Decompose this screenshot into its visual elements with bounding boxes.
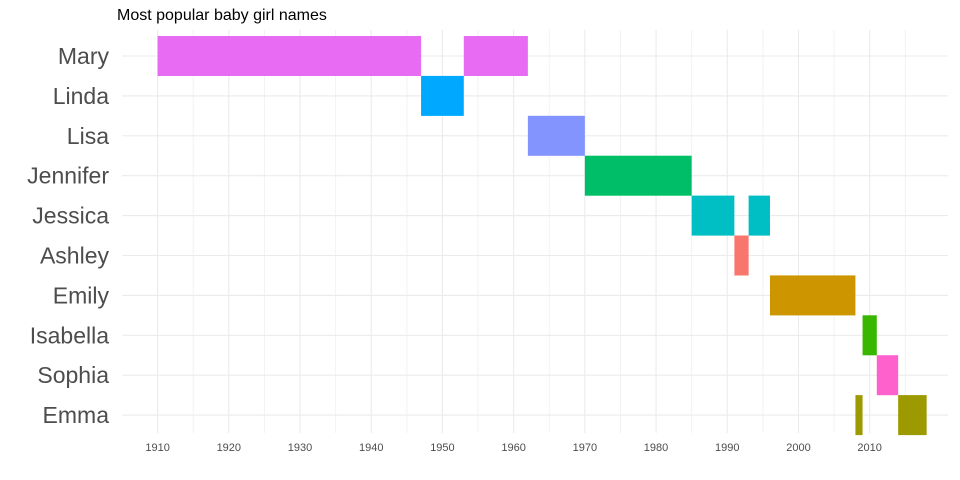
y-axis-label: Linda: [53, 83, 109, 109]
x-axis-tick-label: 2000: [786, 442, 810, 454]
x-axis-tick-label: 2010: [857, 442, 881, 454]
y-axis-label: Jennifer: [27, 163, 109, 189]
grid: [122, 30, 948, 433]
y-axis-label: Mary: [58, 43, 110, 69]
bar-isabella: [862, 315, 877, 356]
bar-mary: [157, 36, 422, 76]
x-axis-tick-label: 1990: [715, 442, 739, 454]
x-axis-tick-label: 1940: [359, 442, 383, 454]
x-axis-tick-label: 1930: [288, 442, 312, 454]
y-axis-label: Emily: [53, 282, 110, 308]
bar-lisa: [527, 115, 585, 156]
y-axis-label: Isabella: [30, 322, 109, 348]
x-axis-tick-label: 1970: [573, 442, 597, 454]
bar-jessica: [691, 195, 735, 236]
x-axis-tick-label: 1910: [145, 442, 169, 454]
y-axis-label: Lisa: [67, 123, 109, 149]
bar-sophia: [876, 355, 899, 396]
x-axis-tick-labels: 1910 1920 1930 1940 1950 1960 1970 1980 1990 2000…: [145, 442, 882, 454]
x-axis-tick-label: 1950: [430, 442, 454, 454]
bars: [157, 36, 927, 436]
bar-emma: [898, 395, 927, 436]
x-axis-tick-label: 1960: [501, 442, 525, 454]
y-axis-labels: Mary Linda Lisa Jennifer Jessica Ashley Emily I…: [27, 43, 109, 428]
bar-jennifer: [584, 155, 692, 196]
y-axis-label: Ashley: [40, 243, 110, 269]
bar-jessica: [748, 195, 770, 236]
y-axis-label: Emma: [43, 402, 110, 428]
bar-ashley: [734, 235, 749, 276]
bar-emma: [855, 395, 863, 436]
y-axis-label: Jessica: [32, 203, 109, 229]
chart-title: Most popular baby girl names: [117, 7, 327, 24]
y-axis-label: Sophia: [37, 362, 109, 388]
bar-mary: [463, 36, 528, 76]
bar-linda: [421, 75, 464, 116]
x-axis-tick-label: 1980: [644, 442, 668, 454]
bar-emily: [769, 275, 856, 316]
x-axis-tick-label: 1920: [217, 442, 241, 454]
